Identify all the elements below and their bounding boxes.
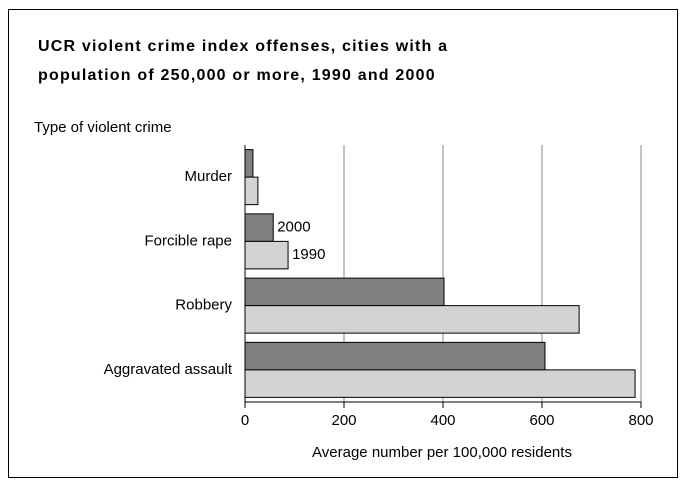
x-axis-label: Average number per 100,000 residents: [312, 444, 572, 461]
x-tick-label: 400: [430, 412, 455, 429]
bar: [244, 305, 580, 334]
y-axis-label: Type of violent crime: [34, 119, 172, 136]
bar: [244, 369, 636, 398]
y-tick-label: Murder: [184, 168, 232, 185]
x-tick-label: 800: [628, 412, 653, 429]
x-tick-label: 200: [331, 412, 356, 429]
bar: [244, 277, 445, 307]
frame: [8, 9, 678, 478]
legend-label: 2000: [277, 219, 310, 236]
y-tick-label: Forcible rape: [144, 232, 232, 249]
chart-title: UCR violent crime index offenses, cities…: [38, 38, 448, 55]
bar: [244, 149, 254, 178]
x-tick-label: 0: [241, 412, 249, 429]
bar: [244, 240, 289, 270]
x-tick-label: 600: [529, 412, 554, 429]
y-tick-label: Aggravated assault: [104, 361, 233, 378]
bar: [244, 341, 546, 371]
bar: [244, 176, 259, 206]
chart-title: population of 250,000 or more, 1990 and …: [38, 67, 436, 84]
bar: [244, 213, 274, 242]
y-tick-label: Robbery: [175, 297, 232, 314]
legend-label: 1990: [292, 246, 325, 263]
